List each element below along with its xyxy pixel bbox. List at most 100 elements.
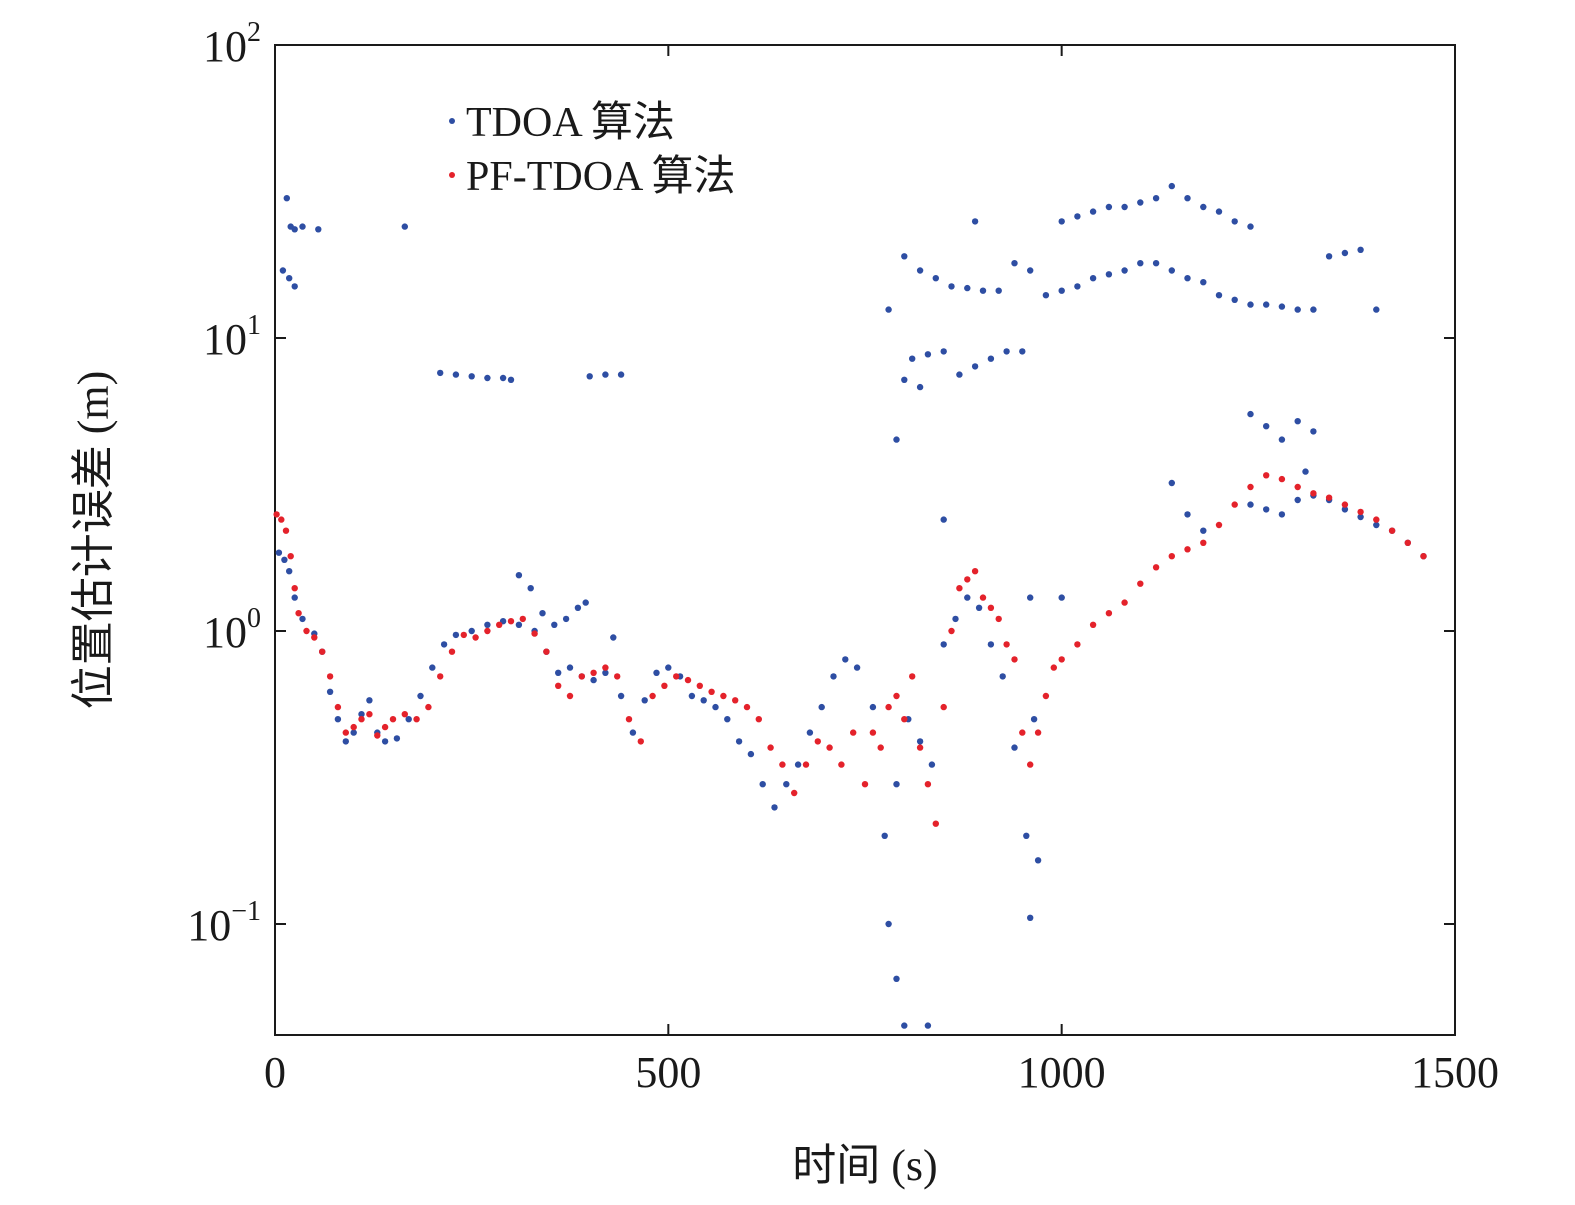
pf-tdoa-point [1050,664,1058,671]
tdoa-point [551,621,558,628]
pf-tdoa-point [602,664,609,671]
pf-tdoa-point [342,729,349,736]
tdoa-point [574,604,582,611]
tdoa-point [1168,182,1176,190]
legend-marker-pf-tdoa [449,172,455,178]
tdoa-point [1042,292,1050,299]
tdoa-point [281,556,288,563]
tdoa-point [653,669,660,676]
pf-tdoa-point [484,627,491,635]
tdoa-point [964,594,971,601]
pf-tdoa-point [850,729,857,736]
pf-tdoa-point [1310,490,1317,497]
pf-tdoa-point [1137,580,1144,587]
pf-tdoa-point [956,585,963,592]
pf-tdoa-point [287,553,294,560]
tdoa-point [901,253,908,260]
pf-tdoa-point [448,648,456,655]
pf-tdoa-point [661,682,668,689]
tdoa-point [1341,506,1349,513]
pf-tdoa-point [696,682,703,689]
pf-tdoa-point [282,527,290,534]
tdoa-point [665,664,672,671]
pf-tdoa-point [1231,501,1238,508]
tdoa-point [275,549,283,556]
tdoa-point [928,761,936,768]
pf-tdoa-point [877,744,884,751]
y-tick-label-base: 10 [203,315,247,364]
pf-tdoa-point [1294,483,1301,491]
tdoa-point [1231,296,1238,303]
tdoa-point [916,383,924,391]
tdoa-point [735,738,743,745]
tdoa-point [1058,287,1065,294]
tdoa-point [818,703,825,711]
pf-tdoa-point [1247,483,1254,491]
tdoa-point [1003,348,1010,355]
pf-tdoa-point [1011,656,1018,663]
tdoa-point [869,703,877,711]
pf-tdoa-point [979,594,987,601]
tdoa-point [1215,292,1223,299]
tdoa-point [286,568,293,575]
tdoa-point [771,804,778,811]
pf-tdoa-point [531,630,538,637]
tdoa-point [1247,301,1254,308]
tdoa-point [1011,260,1018,267]
pf-tdoa-point [366,711,373,718]
tdoa-point [1184,511,1191,518]
tdoa-point [901,376,908,383]
tdoa-point [381,738,389,745]
tdoa-point [940,348,947,355]
tdoa-point [1121,203,1128,211]
series-tdoa [275,182,1427,1029]
tdoa-point [979,287,987,294]
tdoa-point [1325,253,1333,260]
pf-tdoa-point [1019,729,1026,736]
pf-tdoa-point [1341,501,1349,508]
pf-tdoa-point [924,781,932,788]
pf-tdoa-point [358,716,365,723]
tdoa-point [1357,246,1364,253]
pf-tdoa-point [1034,729,1042,736]
tdoa-point [452,371,460,378]
pf-tdoa-point [1420,553,1427,560]
tdoa-point [515,621,523,628]
pf-tdoa-point [1074,641,1081,648]
tdoa-point [881,832,888,839]
tdoa-point [1263,301,1270,308]
tdoa-point [566,664,574,671]
tdoa-point [1074,283,1081,290]
tdoa-point [885,920,892,928]
pf-tdoa-point [948,627,955,635]
tdoa-point [291,226,298,233]
pf-tdoa-point [779,761,786,768]
tdoa-point [1215,208,1223,215]
tdoa-point [1247,410,1254,418]
pf-tdoa-point [755,716,762,723]
tdoa-point [987,641,995,648]
pf-tdoa-point [590,669,597,676]
tdoa-point [987,355,995,362]
pf-tdoa-point [767,744,774,751]
pf-tdoa-point [971,568,979,575]
tdoa-point [610,634,617,641]
pf-tdoa-point [425,703,432,711]
tdoa-point [999,673,1006,680]
pf-tdoa-point [472,634,479,641]
y-tick-label-exponent: −1 [231,896,261,927]
tdoa-point [1027,267,1034,274]
tdoa-point [515,572,523,579]
tdoa-point [527,585,534,592]
tdoa-point [315,226,322,233]
tdoa-point [326,688,334,695]
pf-tdoa-point [303,627,310,635]
x-axis-ticks: 0 500 1000 1500 [264,45,1499,1097]
tdoa-point [1231,218,1238,225]
tdoa-point [590,676,597,684]
tdoa-point [417,692,424,700]
pf-tdoa-point [273,511,280,518]
tdoa-point [342,738,349,745]
